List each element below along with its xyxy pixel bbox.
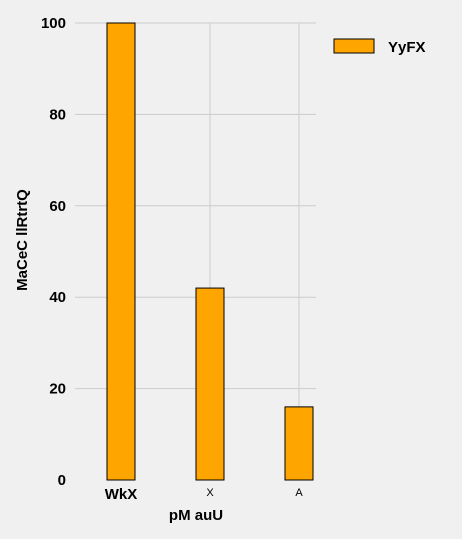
bar-WkX — [106, 22, 136, 481]
bar-A — [284, 406, 314, 481]
y-tick-label: 0 — [58, 472, 66, 489]
x-tick-label: WkX — [105, 486, 138, 503]
y-tick-label: 60 — [49, 198, 66, 215]
y-tick-label: 80 — [49, 106, 66, 123]
y-tick-label: 100 — [41, 15, 66, 32]
y-axis-ticks: 0 20 40 60 80 100 — [41, 15, 66, 489]
legend-swatch — [333, 38, 375, 54]
legend-label: YyFX — [388, 39, 426, 56]
x-tick-label: A — [295, 487, 303, 499]
bar-X — [195, 287, 225, 481]
y-tick-label: 20 — [49, 381, 66, 398]
y-tick-label: 40 — [49, 289, 66, 306]
bars — [106, 22, 314, 481]
x-tick-label: X — [206, 487, 214, 499]
y-axis-title: MaCeC llRtrtQ — [14, 189, 31, 291]
legend: YyFX — [333, 38, 426, 56]
x-axis-title: pM auU — [169, 507, 223, 524]
x-axis-ticks: WkX X A — [105, 486, 304, 503]
